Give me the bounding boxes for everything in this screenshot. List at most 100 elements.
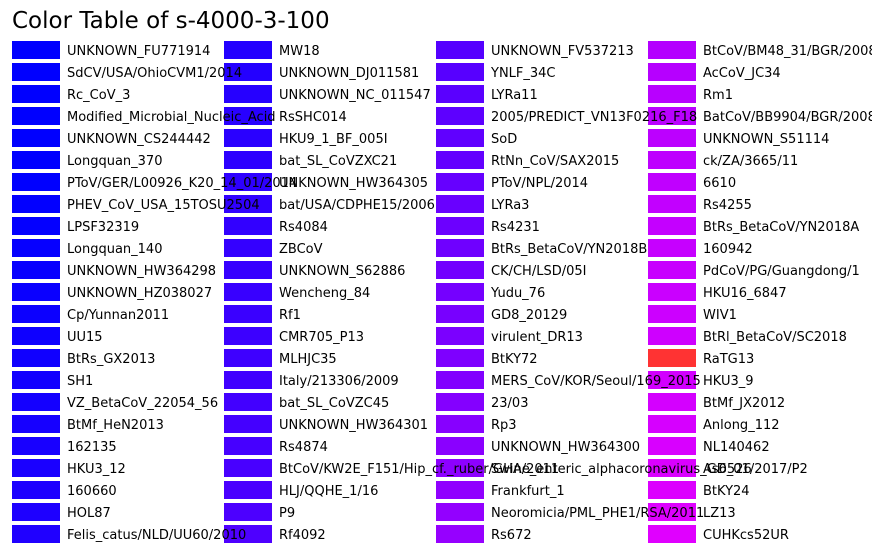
swatch-label: VZ_BetaCoV_22054_56 — [67, 396, 218, 411]
swatch-label: YNLF_34C — [490, 66, 556, 81]
color-swatch — [224, 63, 272, 81]
color-swatch — [224, 283, 272, 301]
swatch-label: 162135 — [67, 440, 117, 455]
color-swatch — [12, 437, 60, 455]
swatch-label: Rf1 — [279, 308, 301, 323]
swatch-label: BtMf_JX2012 — [703, 396, 785, 411]
color-swatch — [648, 195, 696, 213]
color-swatch — [648, 503, 696, 521]
color-swatch — [648, 107, 696, 125]
color-swatch — [436, 195, 484, 213]
swatch-label: UNKNOWN_HW364301 — [279, 418, 428, 433]
swatch-label: bat/USA/CDPHE15/2006 — [279, 198, 435, 213]
color-swatch — [224, 173, 272, 191]
color-swatch — [12, 151, 60, 169]
swatch-label: RaTG13 — [703, 352, 754, 367]
swatch-label: bat_SL_CoVZC45 — [279, 396, 389, 411]
swatch-label: SdCV/USA/OhioCVM1/2014 — [67, 66, 242, 81]
swatch-label: HOL87 — [67, 506, 111, 521]
color-swatch — [436, 173, 484, 191]
color-swatch — [648, 305, 696, 323]
swatch-label: PToV/GER/L00926_K20_14_01/2014 — [67, 176, 297, 191]
color-swatch — [648, 217, 696, 235]
color-swatch — [436, 107, 484, 125]
swatch-label: ck/ZA/3665/11 — [703, 154, 798, 169]
swatch-label: Rf4092 — [279, 528, 326, 543]
color-swatch — [648, 261, 696, 279]
color-swatch — [436, 481, 484, 499]
color-swatch — [436, 217, 484, 235]
swatch-label: UNKNOWN_FU771914 — [67, 44, 210, 59]
swatch-label: UNKNOWN_HW364300 — [491, 440, 640, 455]
swatch-label: LZ13 — [703, 506, 736, 521]
swatch-label: HKU16_6847 — [703, 286, 787, 301]
color-swatch — [224, 349, 272, 367]
swatch-label: GD8_20129 — [491, 308, 567, 323]
color-swatch — [436, 459, 484, 477]
label-layer: UNKNOWN_FU771914 SdCV/USA/OhioCVM1/2014 Rc… — [67, 44, 872, 543]
swatch-label: As6526 — [703, 462, 752, 477]
swatch-label: RsSHC014 — [279, 110, 347, 125]
color-swatch — [436, 239, 484, 257]
color-swatch — [224, 151, 272, 169]
swatch-label: Longquan_370 — [67, 154, 162, 169]
color-swatch — [648, 371, 696, 389]
swatch-label: UNKNOWN_HZ038027 — [67, 286, 212, 301]
swatch-label: Anlong_112 — [703, 418, 780, 433]
color-swatch — [648, 239, 696, 257]
swatch-label: Modified_Microbial_Nucleic_Acid — [67, 110, 276, 125]
swatch-label: BtRs_GX2013 — [67, 352, 155, 367]
swatch-label: Rs672 — [491, 528, 532, 543]
color-swatch — [648, 415, 696, 433]
swatch-label: MLHJC35 — [279, 352, 337, 367]
swatch-label: 2005/PREDICT_VN13F0216_F18 — [491, 110, 697, 125]
chart-title: Color Table of s-4000-3-100 — [12, 8, 330, 34]
color-swatch — [224, 481, 272, 499]
swatch-label: HKU3_9 — [703, 374, 754, 389]
color-swatch — [12, 415, 60, 433]
color-swatch — [224, 239, 272, 257]
color-swatch — [224, 195, 272, 213]
swatch-label: BtRl_BetaCoV/SC2018 — [703, 330, 847, 345]
color-swatch — [436, 283, 484, 301]
swatch-label: LYRa11 — [491, 88, 538, 103]
color-swatch — [436, 349, 484, 367]
color-swatch — [436, 371, 484, 389]
color-swatch — [224, 327, 272, 345]
swatch-label: SH1 — [67, 374, 93, 389]
color-swatch — [436, 525, 484, 543]
color-swatch — [12, 41, 60, 59]
color-swatch — [12, 107, 60, 125]
color-swatch — [436, 327, 484, 345]
swatch-label: Rs4874 — [279, 440, 328, 455]
swatch-label: 23/03 — [491, 396, 528, 411]
swatch-label: HLJ/QQHE_1/16 — [279, 484, 378, 499]
color-swatch — [436, 151, 484, 169]
color-swatch — [648, 173, 696, 191]
swatch-label: P9 — [279, 506, 295, 521]
swatch-label: Cp/Yunnan2011 — [67, 308, 169, 323]
swatch-label: MERS_CoV/KOR/Seoul/169_2015 — [491, 374, 701, 389]
swatch-label: MW18 — [279, 44, 320, 59]
color-swatch — [648, 85, 696, 103]
color-swatch — [648, 151, 696, 169]
swatch-label: WIV1 — [703, 308, 737, 323]
swatch-label: BtMf_HeN2013 — [67, 418, 164, 433]
swatch-label: BtRs_BetaCoV/YN2018B — [491, 242, 647, 257]
color-swatch — [12, 393, 60, 411]
color-swatch — [224, 85, 272, 103]
color-swatch — [436, 415, 484, 433]
color-swatch — [648, 283, 696, 301]
color-swatch — [648, 349, 696, 367]
swatch-label: BatCoV/BB9904/BGR/2008 — [703, 110, 872, 125]
swatch-label: 6610 — [703, 176, 736, 191]
color-swatch — [224, 393, 272, 411]
swatch-label: Rp3 — [491, 418, 517, 433]
color-swatch — [224, 129, 272, 147]
color-swatch — [224, 437, 272, 455]
color-swatch — [224, 503, 272, 521]
color-swatch — [12, 217, 60, 235]
color-swatch — [224, 371, 272, 389]
swatch-label: NL140462 — [703, 440, 770, 455]
